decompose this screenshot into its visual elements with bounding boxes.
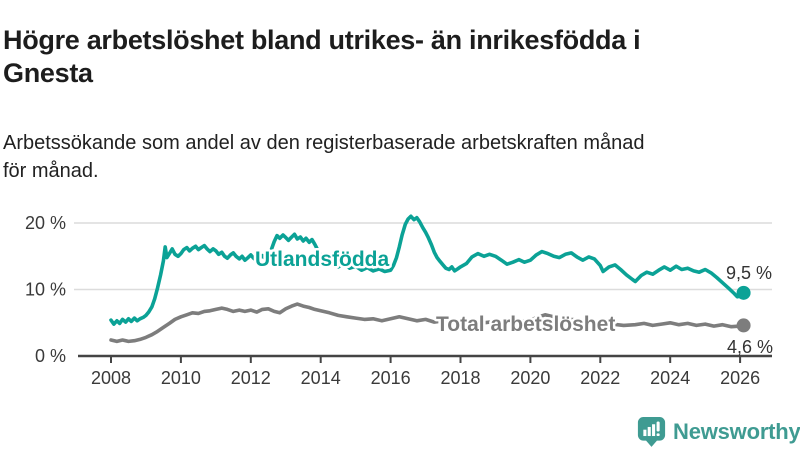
x-tick-label: 2022 [580,368,620,388]
x-tick-label: 2024 [650,368,690,388]
x-tick-label: 2026 [720,368,760,388]
newsworthy-wordmark: Newsworthy [673,418,800,444]
x-tick-label: 2018 [440,368,480,388]
page-title: Högre arbetslöshet bland utrikes- än inr… [3,25,641,89]
series-label-utlandsfodda: Utlandsfödda [255,248,389,271]
end-value-label-utlandsfodda: 9,5 % [726,263,772,283]
series-line-total [109,302,746,344]
series-label-total: Total arbetslöshet [436,313,615,336]
end-dot-utlandsfodda [736,285,751,300]
x-tick-label: 2014 [301,368,341,388]
x-tick-label: 2008 [91,368,131,388]
x-tick-label: 2010 [161,368,201,388]
newsworthy-logo-icon [637,417,666,447]
end-dot-total [736,318,751,333]
y-tick-label: 20 % [25,213,66,233]
unemployment-line-chart: 2008 2010 2012 2014 2016 2018 2020 2022 2024 2026… [25,213,773,388]
end-value-label-total: 4,6 % [727,337,773,357]
x-tick-label: 2016 [371,368,411,388]
x-tick-label: 2012 [231,368,271,388]
y-tick-label: 0 % [35,346,66,366]
series-line-utlandsfodda [109,214,746,326]
y-tick-label: 10 % [25,280,66,300]
x-tick-label: 2020 [510,368,550,388]
newsworthy-logo: Newsworthy [637,416,800,447]
page-subtitle: Arbetssökande som andel av den registerb… [3,132,645,182]
